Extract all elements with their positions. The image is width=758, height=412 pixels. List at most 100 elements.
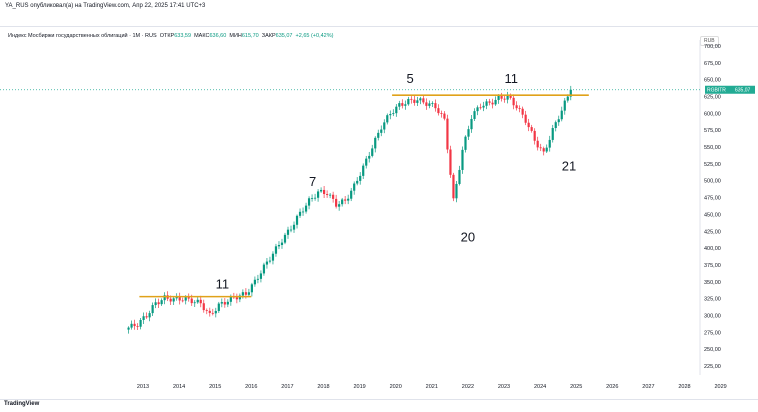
candle-body (271, 253, 275, 261)
y-tick-label: 300,00 (704, 313, 721, 319)
candle-body (250, 284, 254, 293)
candle-body (461, 149, 464, 170)
divider (0, 26, 758, 27)
y-tick-label: 225,00 (704, 364, 721, 370)
candle-body (563, 100, 566, 111)
candle-body (344, 199, 347, 201)
candle-body (196, 299, 199, 303)
candle-body (485, 101, 488, 106)
y-tick-label: 350,00 (704, 280, 721, 286)
publish-info: YA_RUS опубликовал(а) на TradingView.com… (5, 3, 206, 9)
price-tag (705, 85, 755, 94)
candle-body (274, 246, 278, 254)
candle-body (295, 215, 299, 225)
candle-body (524, 114, 527, 123)
candle-body (241, 292, 244, 296)
candle-body (172, 298, 175, 302)
candle-body (353, 183, 356, 191)
candle-body (142, 316, 145, 320)
candle-body (434, 103, 437, 109)
candle-body (371, 148, 374, 156)
y-tick-label: 325,00 (704, 297, 721, 303)
y-tick-label: 575,00 (704, 128, 721, 134)
candle-body (265, 261, 269, 265)
low-label: МИН (229, 33, 242, 39)
wave-count-label: 5 (407, 71, 414, 86)
y-tick-label: 400,00 (704, 246, 721, 252)
candle-body (127, 327, 130, 330)
candle-body (235, 297, 238, 300)
wave-count-label: 11 (504, 71, 518, 86)
x-tick-label: 2013 (137, 384, 149, 390)
candle-body (377, 132, 380, 138)
candle-body (368, 155, 371, 159)
candle-body (467, 129, 470, 137)
open-label: ОТКР (159, 33, 175, 39)
candle-body (452, 174, 455, 199)
candle-body (175, 296, 178, 299)
candle-body (533, 130, 536, 141)
candle-body (277, 244, 281, 247)
x-tick-label: 2025 (570, 384, 582, 390)
candle-body (205, 310, 208, 311)
candle-body (437, 108, 440, 114)
x-tick-label: 2018 (317, 384, 329, 390)
y-tick-label: 475,00 (704, 196, 721, 202)
candle-body (313, 197, 317, 199)
candle-body (500, 95, 503, 99)
candle-body (428, 103, 431, 106)
candle-body (479, 107, 482, 109)
candle-body (512, 97, 515, 106)
candle-body (497, 95, 500, 100)
candle-body (139, 319, 142, 327)
x-tick-label: 2027 (642, 384, 654, 390)
candle-body (292, 224, 296, 230)
candle-body (503, 98, 506, 100)
candle-body (521, 108, 524, 115)
candle-body (362, 165, 365, 176)
candle-body (365, 158, 368, 166)
candle-body (470, 118, 473, 130)
candle-body (217, 303, 220, 311)
open-value: 633,59 (174, 33, 192, 39)
candle-body (229, 296, 232, 302)
x-tick-label: 2022 (462, 384, 474, 390)
y-tick-label: 550,00 (704, 145, 721, 151)
candle-body (193, 302, 196, 304)
wave-count-label: 21 (562, 159, 576, 174)
candle-body (262, 264, 266, 274)
x-tick-label: 2021 (426, 384, 438, 390)
candle-body (169, 298, 172, 302)
candle-body (329, 194, 332, 196)
y-tick-label: 425,00 (704, 229, 721, 235)
candle-body (319, 189, 323, 192)
candle-body (286, 229, 290, 235)
candle-body (404, 104, 407, 106)
candle-body (259, 273, 263, 279)
high-label: МАКС (194, 33, 210, 39)
candle-body (214, 310, 217, 314)
x-tick-label: 2028 (678, 384, 690, 390)
candle-body (566, 96, 569, 101)
candle-body (160, 300, 163, 305)
candle-body (389, 114, 392, 116)
wave-count-label: 20 (461, 229, 475, 244)
candle-body (509, 95, 512, 98)
candle-body (208, 310, 211, 313)
candle-body (539, 147, 542, 149)
candle-body (515, 105, 518, 109)
candle-body (383, 122, 386, 130)
candle-body (431, 103, 434, 104)
candle-body (464, 136, 467, 150)
candle-body (148, 313, 151, 318)
candle-body (392, 113, 395, 115)
candle-body (223, 302, 226, 305)
candle-body (283, 234, 287, 243)
candle-body (545, 147, 548, 152)
x-tick-label: 2026 (606, 384, 618, 390)
candle-body (494, 99, 497, 105)
candle-body (356, 180, 359, 184)
price-tag-symbol: RGBITR (707, 88, 726, 94)
candle-body (238, 295, 241, 300)
